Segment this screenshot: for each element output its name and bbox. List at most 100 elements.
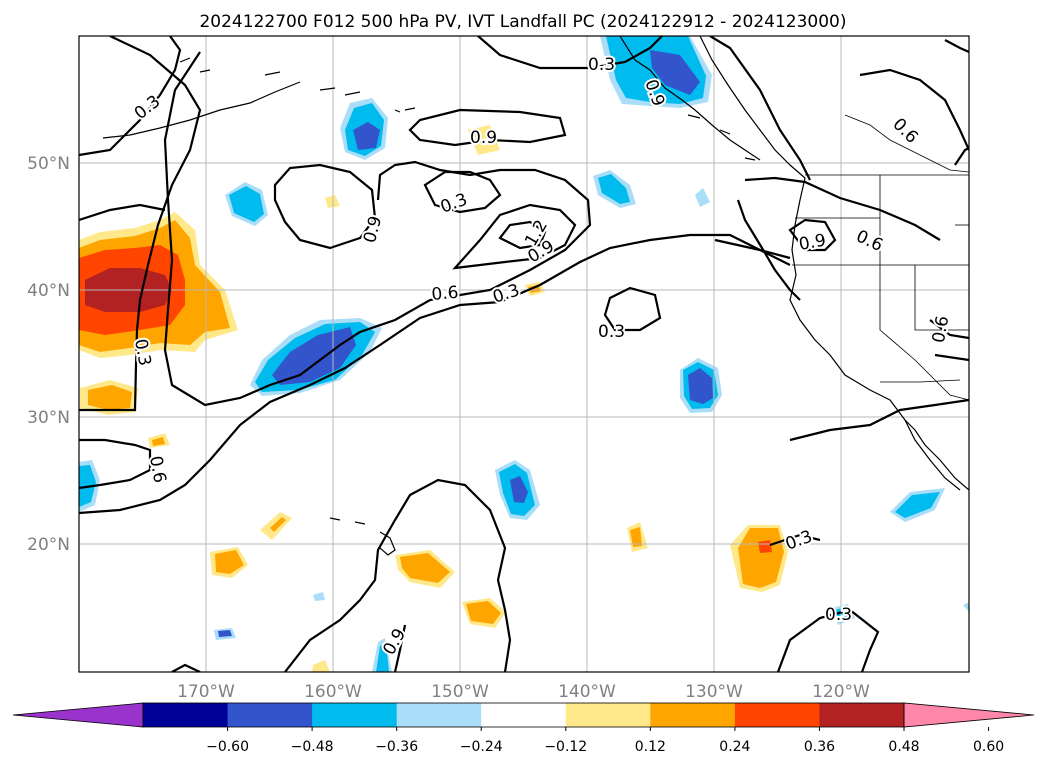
longitude-axis: 170°W 160°W 150°W 140°W 130°W 120°W	[177, 682, 870, 702]
alaska-coastline	[102, 81, 301, 139]
positive-anomaly-region	[630, 527, 642, 547]
contour-label: 0.3	[598, 322, 625, 342]
negative-anomaly-region	[695, 188, 710, 207]
colorbar-segment	[565, 703, 651, 727]
positive-anomaly-region	[758, 540, 772, 553]
colorbar-segment	[481, 703, 567, 727]
pv-contour-line	[736, 199, 801, 301]
pv-contour-line	[788, 218, 837, 252]
negative-anomaly-region	[963, 602, 969, 612]
pv-contour-line	[423, 170, 502, 214]
contour-label: 0.9	[797, 231, 827, 255]
state-borders	[792, 114, 969, 401]
colorbar-segment	[227, 703, 313, 727]
longitude-tick-label: 170°W	[177, 682, 235, 702]
state-border	[880, 379, 961, 383]
negative-anomaly-region	[376, 643, 389, 672]
colorbar-frame	[142, 702, 905, 728]
pv-contour-line	[79, 36, 182, 157]
north-america-coastline	[699, 36, 969, 491]
baja-coastline	[904, 419, 961, 491]
state-border	[879, 265, 969, 401]
negative-anomaly-region	[688, 368, 713, 404]
pv-contour-line	[769, 533, 821, 547]
pv-contour-line	[393, 624, 407, 672]
latitude-tick-label: 50°N	[27, 154, 70, 174]
negative-anomaly-region	[229, 186, 264, 222]
colorbar-segment	[819, 703, 905, 727]
longitude-tick-label: 120°W	[812, 682, 870, 702]
pv-contour-line	[79, 438, 152, 490]
figure-title: 2024122700 F012 500 hPa PV, IVT Landfall…	[199, 12, 846, 32]
colorbar: −0.60 −0.48 −0.36 −0.24 −0.12 0.12 0.24 0.36 0.4…	[12, 702, 1035, 755]
pv-contour-line	[714, 238, 791, 260]
colorbar-segment	[650, 703, 736, 727]
pv-contour-line	[452, 203, 577, 270]
pv-contour-line	[744, 176, 941, 241]
negative-anomaly-region	[353, 122, 380, 150]
colorbar-tick-label: 0.24	[719, 739, 750, 755]
coastal-islands	[394, 107, 756, 161]
map-plot-area: 0.3 0.3 0.6 0.9 0.6 0.9 0.3 0.3 0.9 0.6 …	[79, 36, 969, 672]
negative-anomaly-region	[510, 476, 528, 503]
pv-contour-line	[79, 36, 202, 412]
positive-anomaly-region	[312, 660, 330, 672]
pv-contour-line	[776, 608, 880, 672]
negative-anomaly-region	[650, 50, 700, 95]
colorbar-tick-label: 0.48	[888, 739, 919, 755]
positive-anomaly-region	[88, 385, 132, 410]
negative-anomaly-region	[218, 630, 232, 637]
pv-contour-line	[709, 36, 811, 181]
latitude-tick-label: 20°N	[27, 535, 70, 555]
state-border	[795, 217, 969, 266]
canada-border	[844, 114, 969, 173]
pv-contour-line	[859, 68, 969, 151]
latitude-tick-label: 30°N	[27, 408, 70, 428]
pv-contour-line	[273, 163, 377, 250]
pv-contour-line	[79, 203, 166, 222]
negative-anomaly-region	[313, 592, 325, 601]
colorbar-segment	[734, 703, 820, 727]
positive-anomaly-region	[466, 601, 501, 624]
pv-contour-line	[79, 233, 791, 515]
colorbar-tick-label: −0.60	[206, 739, 249, 755]
colorbar-tick-label: 0.60	[973, 739, 1004, 755]
latitude-tick-label: 40°N	[27, 281, 70, 301]
colorbar-tick-label: 0.36	[804, 739, 835, 755]
negative-anomaly-region	[272, 327, 356, 385]
colorbar-segment	[396, 703, 482, 727]
colorbar-tick-label: 0.12	[635, 739, 666, 755]
longitude-tick-label: 150°W	[431, 682, 489, 702]
pv-contour-line	[929, 319, 969, 340]
pv-contour-line	[477, 36, 663, 70]
pv-contour-line	[954, 147, 969, 166]
longitude-tick-label: 130°W	[685, 682, 743, 702]
negative-anomaly-region	[598, 174, 630, 204]
pv-contour-line	[944, 39, 969, 54]
coastlines	[102, 36, 969, 556]
pv-contour-line	[498, 220, 547, 250]
colorbar-tick-label: −0.24	[460, 739, 503, 755]
colorbar-extend-low	[12, 702, 144, 728]
contour-label: 0.6	[431, 283, 460, 305]
negative-anomaly-region	[895, 492, 940, 518]
map-frame	[78, 35, 970, 673]
contour-label: 0.3	[825, 605, 852, 625]
aleutian-islands	[179, 57, 361, 96]
positive-anomaly-region	[152, 437, 165, 446]
pv-contour-line	[603, 286, 662, 332]
pv-contour-line	[171, 663, 201, 672]
contour-label: 0.9	[470, 128, 497, 148]
grid-lines	[79, 36, 969, 672]
positive-anomaly-region	[400, 553, 450, 583]
filled-contours	[79, 36, 969, 672]
colorbar-segment	[143, 703, 229, 727]
latitude-axis: 50°N 40°N 30°N 20°N	[27, 154, 70, 555]
pv-contour-line	[789, 398, 969, 442]
positive-anomaly-region	[270, 517, 286, 532]
pv-contour-line	[163, 51, 592, 407]
positive-anomaly-region	[215, 550, 244, 574]
colorbar-segment	[312, 703, 398, 727]
colorbar-tick-label: −0.36	[375, 739, 418, 755]
